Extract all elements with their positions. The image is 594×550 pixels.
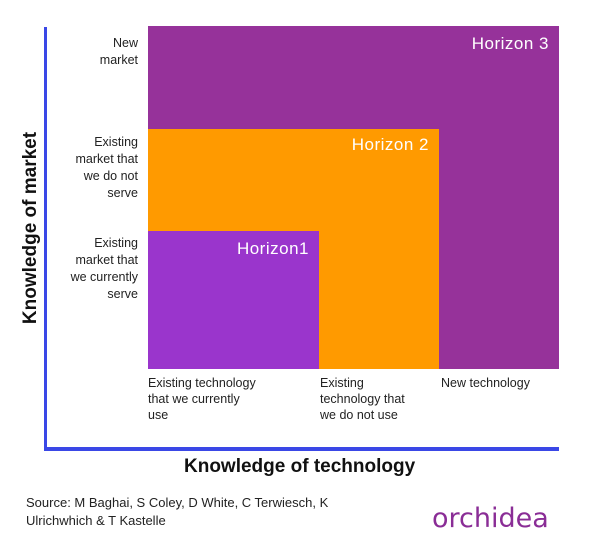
y-level-line: market that xyxy=(75,253,138,267)
x-level-line: technology that xyxy=(320,392,405,406)
horizon-2-label: Horizon 2 xyxy=(351,135,429,154)
x-axis-title: Knowledge of technology xyxy=(184,456,416,477)
x-level-line: we do not use xyxy=(320,408,398,422)
orchidea-logo: orchidea xyxy=(432,503,549,534)
y-level-line: market xyxy=(99,53,138,67)
x-level-existing-used: Existing technology that we currently us… xyxy=(148,375,256,423)
horizon-1-label: Horizon1 xyxy=(236,239,309,258)
y-level-new-market: New market xyxy=(100,35,138,69)
y-level-line: we currently xyxy=(70,270,138,284)
y-level-line: market that xyxy=(75,152,138,166)
y-level-line: serve xyxy=(107,287,138,301)
x-level-existing-not-used: Existing technology that we do not use xyxy=(320,375,405,423)
source-line: Source: M Baghai, S Coley, D White, C Te… xyxy=(26,495,329,510)
y-level-line: Existing xyxy=(94,236,138,250)
y-level-line: we do not xyxy=(83,169,138,183)
y-level-existing-served: Existing market that we currently serve xyxy=(71,235,138,303)
x-level-line: Existing xyxy=(320,376,364,390)
horizon-3-label: Horizon 3 xyxy=(471,34,549,53)
y-axis-title-text: Knowledge of market xyxy=(20,131,41,325)
source-note: Source: M Baghai, S Coley, D White, C Te… xyxy=(26,494,386,530)
y-level-line: Existing xyxy=(94,135,138,149)
y-axis-line xyxy=(44,27,47,451)
y-level-existing-not-served: Existing market that we do not serve xyxy=(75,134,138,202)
x-level-new-technology: New technology xyxy=(441,375,530,391)
y-level-line: New xyxy=(112,36,138,50)
x-axis-line xyxy=(44,447,559,451)
horizon-1-block: Horizon1 xyxy=(148,231,319,369)
y-level-line: serve xyxy=(107,186,138,200)
x-level-line: Existing technology xyxy=(148,376,256,390)
x-level-line: use xyxy=(148,408,169,422)
x-level-line: that we currently xyxy=(148,392,240,406)
x-level-line: New technology xyxy=(441,376,530,390)
source-line: Ulrichwhich & T Kastelle xyxy=(26,513,166,528)
